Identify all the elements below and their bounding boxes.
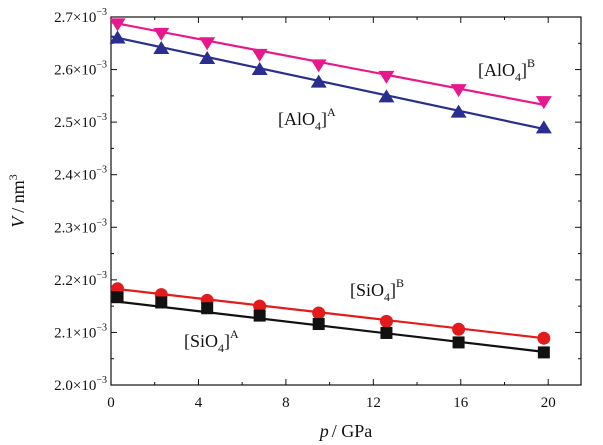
fit-line: [110, 287, 544, 340]
data-point: [379, 314, 393, 328]
data-markers: [109, 18, 552, 359]
data-point: [380, 326, 393, 339]
y-tick-label: 2.6×10−3: [54, 60, 107, 79]
data-point: [535, 120, 552, 134]
data-point: [378, 70, 395, 84]
y-tick-label: 2.2×10−3: [54, 270, 107, 289]
x-tick-label: 4: [195, 395, 203, 411]
y-axis-title: V / nm3: [6, 174, 28, 228]
series-labels: [AlO4]B [AlO4]A [SiO4]B [SiO4]A: [184, 56, 535, 355]
data-point: [310, 74, 327, 88]
series-label: [SiO4]B: [350, 276, 404, 304]
x-tick-label: 8: [282, 395, 290, 411]
data-point: [537, 346, 550, 359]
x-axis-unit: / GPa: [332, 421, 373, 441]
fit-line: [110, 299, 544, 353]
y-tick-label: 2.7×10−3: [54, 7, 107, 26]
y-tick-label: 2.1×10−3: [54, 322, 107, 341]
x-axis-title: p / GPa: [318, 421, 373, 441]
data-point: [450, 84, 467, 98]
series-label: [AlO4]B: [478, 56, 535, 84]
data-point: [155, 296, 168, 309]
y-tick-label: 2.5×10−3: [54, 112, 107, 131]
data-point: [109, 30, 126, 44]
data-point: [153, 27, 170, 41]
data-point: [111, 291, 124, 304]
fit-lines: [110, 21, 545, 353]
axis-ticks: 0 4 8 12 16 20 2.0×10−3 2.1×10−3 2.2×10−3 2.3×10−…: [54, 7, 581, 411]
data-point: [452, 322, 466, 336]
y-tick-label: 2.4×10−3: [54, 165, 107, 184]
data-point: [199, 37, 216, 51]
y-tick-label: 2.0×10−3: [54, 375, 107, 394]
data-point: [109, 18, 126, 32]
series-label: [SiO4]A: [184, 327, 239, 355]
data-point: [312, 306, 326, 320]
series-label: [AlO4]A: [278, 105, 336, 133]
x-tick-label: 16: [453, 395, 469, 411]
data-point: [452, 336, 465, 349]
data-point: [312, 318, 325, 331]
data-point: [251, 48, 268, 62]
y-axis-unit: / nm: [8, 180, 28, 213]
y-axis-var: V: [8, 215, 28, 228]
fit-line: [110, 35, 545, 131]
x-tick-label: 20: [541, 395, 556, 411]
data-point: [201, 302, 214, 315]
data-point: [253, 299, 267, 313]
data-point: [251, 62, 268, 76]
data-point: [535, 96, 552, 110]
fit-line: [110, 21, 545, 106]
data-point: [253, 309, 266, 322]
x-axis-var: p: [318, 421, 329, 441]
data-point: [199, 51, 216, 65]
data-point: [310, 59, 327, 73]
data-point: [537, 331, 551, 345]
x-tick-label: 12: [366, 395, 381, 411]
y-axis-unit-exp: 3: [6, 174, 20, 180]
x-tick-label: 0: [107, 395, 115, 411]
y-tick-label: 2.3×10−3: [54, 217, 107, 236]
data-point: [378, 89, 395, 103]
data-point: [153, 41, 170, 55]
data-point: [450, 104, 467, 118]
